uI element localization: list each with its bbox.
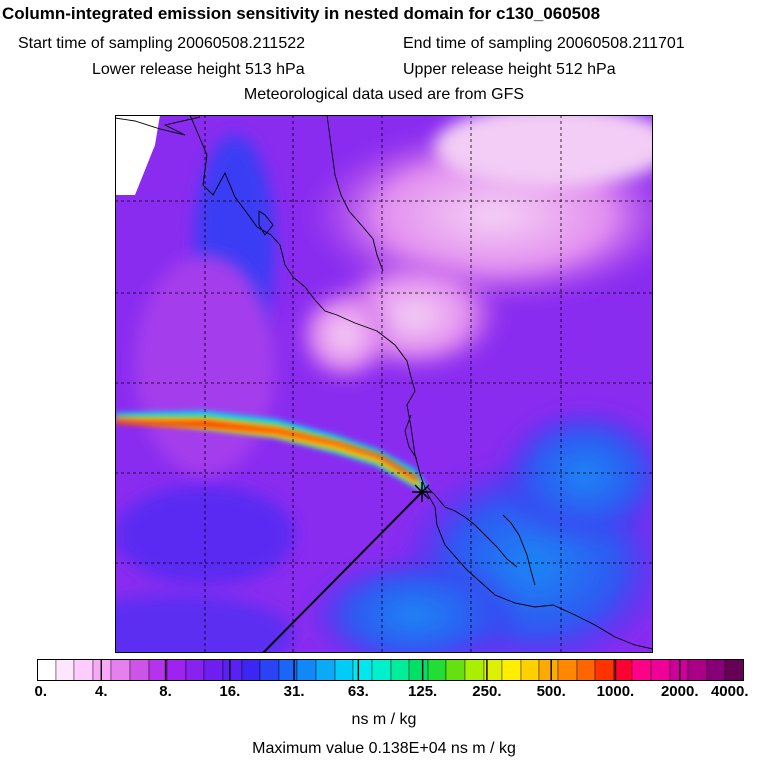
colorbar-cell: [613, 659, 633, 681]
colorbar-cell: [464, 659, 485, 681]
colorbar-cell: [538, 659, 559, 681]
end-time-label: End time of sampling 20060508.211701: [403, 35, 685, 52]
colorbar-cell: [185, 659, 205, 681]
colorbar-cell: [92, 659, 112, 681]
colorbar-cell: [203, 659, 224, 681]
coastline: [115, 115, 653, 650]
colorbar-cell: [594, 659, 615, 681]
start-time-label: Start time of sampling 20060508.211522: [18, 35, 306, 52]
colorbar-tick-label: 250.: [472, 683, 502, 700]
colorbar-tick-label: 8.: [159, 683, 172, 700]
colorbar-cell: [557, 659, 578, 681]
colorbar-cell: [259, 659, 280, 681]
colorbar-cell: [73, 659, 94, 681]
colorbar: [37, 659, 744, 681]
colorbar-cell: [55, 659, 75, 681]
met-data-label: Meteorological data used are from GFS: [243, 86, 525, 103]
colorbar-cell: [148, 659, 168, 681]
colorbar-cell: [37, 659, 57, 681]
plot-title: Column-integrated emission sensitivity i…: [2, 4, 601, 23]
colorbar-cell: [390, 659, 410, 681]
lower-height-label: Lower release height 513 hPa: [92, 61, 305, 78]
colorbar-cell: [241, 659, 261, 681]
colorbar-cell: [110, 659, 131, 681]
colorbar-tick-label: 2000.: [660, 683, 699, 700]
colorbar-cell: [166, 659, 187, 681]
maximum-value-label: Maximum value 0.138E+04 ns m / kg: [252, 740, 516, 757]
colorbar-tick-label: 125.: [408, 683, 438, 700]
colorbar-cell: [724, 659, 744, 681]
colorbar-cell: [371, 659, 392, 681]
colorbar-cell: [334, 659, 354, 681]
colorbar-cell: [445, 659, 466, 681]
colorbar-cell: [427, 659, 447, 681]
colorbar-cell: [631, 659, 652, 681]
colorbar-cell: [501, 659, 522, 681]
colorbar-tick-label: 31.: [283, 683, 305, 700]
colorbar-cell: [408, 659, 429, 681]
colorbar-units: ns m / kg: [351, 711, 417, 728]
colorbar-tick-label: 1000.: [596, 683, 635, 700]
colorbar-tick-label: 63.: [347, 683, 369, 700]
colorbar-cell: [352, 659, 373, 681]
colorbar-tick-label: 0.: [34, 683, 48, 700]
colorbar-cell: [669, 659, 689, 681]
colorbar-cell: [222, 659, 243, 681]
colorbar-tick-label: 500.: [536, 683, 566, 700]
colorbar-cell: [520, 659, 540, 681]
colorbar-cell: [315, 659, 336, 681]
release-marker-icon: [412, 482, 432, 502]
emission-plume: [115, 411, 427, 492]
colorbar-cell: [706, 659, 726, 681]
colorbar-cell: [687, 659, 708, 681]
sensitivity-map: [115, 115, 653, 653]
colorbar-cell: [650, 659, 671, 681]
colorbar-cell: [129, 659, 150, 681]
map-frame: [115, 115, 653, 653]
colorbar-cell: [296, 659, 317, 681]
colorbar-tick-label: 16.: [219, 683, 241, 700]
flight-track: [262, 491, 423, 653]
colorbar-tick-label: 4.: [95, 683, 108, 700]
colorbar-tick-label: 4000.: [710, 683, 749, 700]
colorbar-cell: [576, 659, 596, 681]
upper-height-label: Upper release height 512 hPa: [403, 61, 616, 78]
no-data-corner: [115, 115, 160, 195]
